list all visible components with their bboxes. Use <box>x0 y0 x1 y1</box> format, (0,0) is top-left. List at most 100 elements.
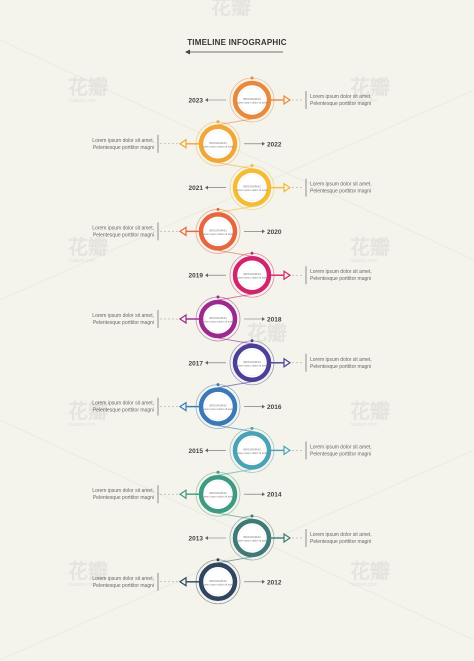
step-year: 2018 <box>267 317 282 324</box>
step-description: Pelentesque porttitor magni <box>310 451 371 457</box>
ring-dot <box>250 426 254 430</box>
step-description: Pelentesque porttitor magni <box>93 232 154 238</box>
inner-label: INFOGRAPHIC <box>209 491 227 495</box>
inner-ring <box>238 524 266 552</box>
step-description: Lorem ipsum dolor sit amet, <box>92 313 154 319</box>
step-description: Lorem ipsum dolor sit amet, <box>310 357 372 363</box>
ring-dot <box>250 76 254 80</box>
step-description: Lorem ipsum dolor sit amet, <box>92 576 154 582</box>
ring-dot <box>250 514 254 518</box>
step-year: 2015 <box>189 448 204 455</box>
arrow-head-icon <box>283 445 292 456</box>
inner-sublabel: Lorem ipsum dolor sit amet <box>236 101 268 105</box>
inner-sublabel: Lorem ipsum dolor sit amet <box>202 407 234 411</box>
inner-sublabel: Lorem ipsum dolor sit amet <box>202 232 234 236</box>
inner-ring <box>204 480 232 508</box>
watermark-text: 花瓣 <box>350 75 390 99</box>
step-ring <box>232 431 272 470</box>
step-connector <box>217 337 253 345</box>
arrow-head-icon <box>283 532 292 544</box>
ring-dot <box>250 339 254 343</box>
step-ring <box>232 168 272 207</box>
inner-label: INFOGRAPHIC <box>209 579 227 583</box>
step-year: 2013 <box>189 536 204 543</box>
year-pointer-arrow-icon <box>205 185 208 190</box>
watermark-url: huaban.com <box>68 258 96 264</box>
inner-label: INFOGRAPHIC <box>243 272 261 276</box>
year-pointer-arrow-icon <box>262 141 265 146</box>
inner-label: INFOGRAPHIC <box>243 360 261 364</box>
ring-dot <box>250 164 254 168</box>
step-description: Pelentesque porttitor magni <box>93 583 154 589</box>
arrow-head-icon <box>283 357 292 368</box>
step-ring <box>198 474 238 514</box>
step-year: 2020 <box>267 229 282 236</box>
arrow-head-icon <box>178 226 187 237</box>
step-ring <box>232 80 272 120</box>
step-ring <box>198 212 238 251</box>
watermark-url: huaban.com <box>350 98 378 104</box>
step-ring <box>232 343 272 383</box>
ring-dot <box>216 470 220 474</box>
year-pointer-arrow-icon <box>262 317 265 321</box>
inner-label: INFOGRAPHIC <box>243 447 261 451</box>
step-ring <box>198 387 238 426</box>
step-description: Lorem ipsum dolor sit amet, <box>92 401 154 407</box>
step-ring <box>198 562 238 602</box>
inner-label: INFOGRAPHIC <box>243 185 261 189</box>
step-year: 2022 <box>267 141 282 148</box>
year-pointer-arrow-icon <box>205 536 208 540</box>
inner-ring <box>204 130 232 158</box>
watermark-url: huaban.com <box>350 258 378 264</box>
inner-label: INFOGRAPHIC <box>243 535 261 539</box>
watermark-text: 花瓣 <box>68 235 108 259</box>
step-description: Lorem ipsum dolor sit amet, <box>310 94 372 100</box>
inner-sublabel: Lorem ipsum dolor sit amet <box>202 495 234 499</box>
inner-ring <box>238 261 266 289</box>
step-connector <box>217 206 253 213</box>
ring-dot <box>216 383 220 387</box>
watermark-text: 花瓣 <box>211 0 251 19</box>
year-pointer-arrow-icon <box>205 448 208 453</box>
step-ring <box>198 124 238 164</box>
year-pointer-arrow-icon <box>205 98 208 102</box>
step-description: Lorem ipsum dolor sit amet, <box>92 225 154 231</box>
step-description: Pelentesque porttitor magni <box>310 101 371 107</box>
step-description: Pelentesque porttitor magni <box>93 495 154 501</box>
ring-dot <box>250 251 254 255</box>
inner-ring <box>204 218 232 245</box>
step-description: Pelentesque porttitor magni <box>310 276 371 282</box>
ring-dot <box>216 120 220 124</box>
watermark-text: 花瓣 <box>350 399 390 423</box>
step-year: 2014 <box>267 492 282 499</box>
watermark-url: huaban.com <box>68 582 96 588</box>
year-pointer-arrow-icon <box>205 273 208 278</box>
arrow-head-icon <box>178 576 187 587</box>
inner-ring <box>204 568 232 596</box>
step-year: 2016 <box>267 404 282 411</box>
ring-dot <box>216 207 220 211</box>
watermark-text: 花瓣 <box>68 559 108 583</box>
inner-label: INFOGRAPHIC <box>209 141 227 145</box>
step-description: Lorem ipsum dolor sit amet, <box>310 444 372 450</box>
ring-dot <box>216 295 220 299</box>
inner-sublabel: Lorem ipsum dolor sit amet <box>236 276 268 280</box>
inner-sublabel: Lorem ipsum dolor sit amet <box>202 582 234 586</box>
step-connector <box>217 249 253 257</box>
arrow-head-icon <box>178 401 187 412</box>
step-description: Lorem ipsum dolor sit amet, <box>310 182 372 188</box>
inner-ring <box>238 86 266 114</box>
inner-ring <box>238 437 266 464</box>
ring-dot <box>216 558 220 562</box>
inner-sublabel: Lorem ipsum dolor sit amet <box>236 539 268 543</box>
arrow-head-icon <box>178 138 187 149</box>
step-description: Pelentesque porttitor magni <box>93 145 154 151</box>
inner-sublabel: Lorem ipsum dolor sit amet <box>236 188 268 192</box>
watermark-text: 花瓣 <box>350 235 390 259</box>
